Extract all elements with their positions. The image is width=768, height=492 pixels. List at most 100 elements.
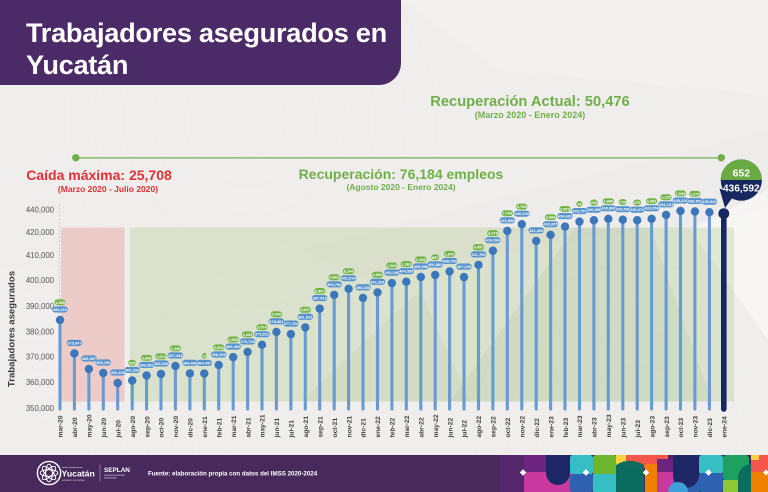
svg-text:426,989: 426,989 <box>587 207 602 212</box>
svg-text:6,244: 6,244 <box>344 269 355 274</box>
svg-text:2,448: 2,448 <box>171 346 182 351</box>
svg-text:436,501: 436,501 <box>688 198 703 203</box>
svg-text:feb-23: feb-23 <box>563 418 570 438</box>
svg-text:ene-21: ene-21 <box>202 416 209 437</box>
svg-text:jul-22: jul-22 <box>462 420 469 439</box>
svg-text:7,784: 7,784 <box>502 211 513 216</box>
svg-text:feb-22: feb-22 <box>390 418 397 438</box>
svg-text:GOBIERNO DEL ESTADO: GOBIERNO DEL ESTADO <box>62 479 86 482</box>
svg-text:2,366: 2,366 <box>546 215 557 220</box>
svg-text:2,063: 2,063 <box>214 345 225 350</box>
svg-text:dic-22: dic-22 <box>534 418 541 438</box>
svg-text:1,685: 1,685 <box>55 300 66 305</box>
svg-text:435,940: 435,940 <box>702 199 717 204</box>
svg-text:jun-21: jun-21 <box>274 418 281 439</box>
svg-text:1,619: 1,619 <box>156 354 167 359</box>
svg-text:366,520: 366,520 <box>211 352 226 357</box>
svg-text:360,000: 360,000 <box>26 378 55 387</box>
svg-text:nov-20: nov-20 <box>173 416 180 438</box>
svg-text:2,048: 2,048 <box>142 355 153 360</box>
svg-text:350,000: 350,000 <box>26 404 55 413</box>
svg-text:364,457: 364,457 <box>197 360 212 365</box>
svg-text:sep-21: sep-21 <box>317 416 324 437</box>
svg-text:421,439: 421,439 <box>529 228 544 233</box>
svg-text:1,045: 1,045 <box>676 191 687 196</box>
svg-text:76: 76 <box>577 201 582 206</box>
svg-text:ago-21: ago-21 <box>303 416 310 438</box>
svg-text:426,757: 426,757 <box>572 209 587 214</box>
svg-text:abr-20: abr-20 <box>72 417 79 437</box>
svg-text:1,275: 1,275 <box>690 191 701 196</box>
svg-text:3,827: 3,827 <box>300 307 310 312</box>
svg-text:feb-21: feb-21 <box>216 418 223 438</box>
svg-text:411,706: 411,706 <box>471 252 486 257</box>
svg-text:oct-20: oct-20 <box>159 418 166 438</box>
svg-text:1,361: 1,361 <box>401 262 412 267</box>
svg-text:401,024: 401,024 <box>341 276 356 281</box>
svg-text:729: 729 <box>620 200 627 205</box>
svg-text:429,598: 429,598 <box>616 207 631 212</box>
svg-text:4,378: 4,378 <box>488 231 499 236</box>
svg-text:2,982: 2,982 <box>647 199 658 204</box>
svg-text:ene-23: ene-23 <box>548 416 555 437</box>
svg-text:mar-21: mar-21 <box>231 415 238 437</box>
svg-text:jul-21: jul-21 <box>289 420 296 439</box>
svg-text:may-23: may-23 <box>606 414 613 437</box>
svg-text:9: 9 <box>203 353 206 358</box>
svg-text:6,387: 6,387 <box>315 288 325 293</box>
svg-text:nov-22: nov-22 <box>520 416 527 438</box>
svg-text:887: 887 <box>432 255 439 260</box>
svg-text:dic-21: dic-21 <box>361 418 368 438</box>
svg-text:may-22: may-22 <box>433 414 440 437</box>
svg-text:361,333: 361,333 <box>125 367 140 372</box>
svg-text:jul-23: jul-23 <box>635 420 642 439</box>
svg-text:440,000: 440,000 <box>26 205 55 214</box>
svg-text:378,861: 378,861 <box>269 319 284 324</box>
svg-text:394,780: 394,780 <box>327 282 342 287</box>
svg-text:423,805: 423,805 <box>543 222 558 227</box>
svg-text:386,116: 386,116 <box>53 307 68 312</box>
svg-text:Trabajadores asegurados: Trabajadores asegurados <box>7 271 18 387</box>
svg-text:420,000: 420,000 <box>26 228 55 237</box>
svg-text:1,262: 1,262 <box>243 332 254 337</box>
svg-text:oct-21: oct-21 <box>332 418 339 438</box>
svg-text:2,765: 2,765 <box>517 204 528 209</box>
svg-text:Juntos transformemos: Juntos transformemos <box>62 466 83 469</box>
svg-text:jun-20: jun-20 <box>101 418 108 439</box>
svg-text:404,550: 404,550 <box>399 269 414 274</box>
svg-text:3,076: 3,076 <box>257 325 268 330</box>
svg-text:ago-20: ago-20 <box>130 416 137 438</box>
svg-text:373,047: 373,047 <box>67 340 82 345</box>
svg-text:426,633: 426,633 <box>515 211 530 216</box>
svg-text:434,181: 434,181 <box>659 202 674 207</box>
svg-text:365,000: 365,000 <box>154 361 169 366</box>
svg-text:SEPLAN: SEPLAN <box>104 467 130 474</box>
svg-text:406,883: 406,883 <box>428 262 443 267</box>
svg-text:jul-20: jul-20 <box>115 420 122 439</box>
svg-text:436,592: 436,592 <box>723 184 760 195</box>
svg-text:426,681: 426,681 <box>558 214 573 219</box>
svg-text:sep-23: sep-23 <box>664 416 671 437</box>
svg-text:387,918: 387,918 <box>312 296 327 301</box>
svg-text:377,704: 377,704 <box>284 321 299 326</box>
svg-text:363,381: 363,381 <box>139 362 154 367</box>
svg-text:369,483: 369,483 <box>226 344 241 349</box>
svg-text:2,943: 2,943 <box>373 272 384 277</box>
svg-text:may-20: may-20 <box>87 414 94 437</box>
svg-text:410,000: 410,000 <box>26 251 55 260</box>
svg-text:1,876: 1,876 <box>445 251 456 256</box>
svg-text:dic-23: dic-23 <box>707 418 714 438</box>
svg-text:ene-24: ene-24 <box>722 416 729 437</box>
svg-text:sep-22: sep-22 <box>491 416 498 437</box>
svg-text:416,084: 416,084 <box>486 238 501 243</box>
svg-text:abr-22: abr-22 <box>418 417 425 437</box>
svg-text:476: 476 <box>634 200 641 205</box>
svg-text:925: 925 <box>129 360 136 365</box>
svg-text:365,857: 365,857 <box>82 356 97 361</box>
svg-text:373,821: 373,821 <box>255 332 270 337</box>
svg-text:may-21: may-21 <box>260 414 267 437</box>
svg-text:mar-22: mar-22 <box>404 415 411 437</box>
svg-text:oct-22: oct-22 <box>505 418 512 438</box>
svg-text:Yucatán: Yucatán <box>62 468 95 478</box>
svg-text:390,000: 390,000 <box>26 302 55 311</box>
